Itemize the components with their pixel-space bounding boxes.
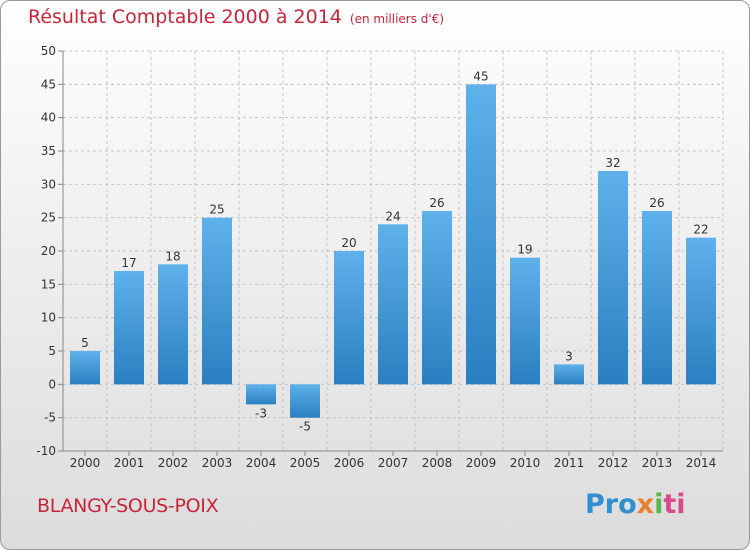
logo-part-x: x — [636, 489, 655, 520]
bar-2000[interactable] — [70, 351, 100, 385]
bar-2010[interactable] — [510, 257, 540, 385]
y-tick-label: 0 — [48, 377, 56, 391]
y-tick-label: 35 — [41, 144, 56, 158]
x-tick-label: 2010 — [510, 456, 541, 470]
data-label: 3 — [565, 349, 573, 363]
x-tick-label: 2001 — [114, 456, 145, 470]
x-tick-label: 2008 — [422, 456, 453, 470]
data-label: 26 — [429, 196, 444, 210]
x-tick-label: 2009 — [466, 456, 497, 470]
x-tick-label: 2014 — [686, 456, 717, 470]
data-label: 26 — [649, 196, 664, 210]
data-label: 32 — [605, 156, 620, 170]
data-label: 17 — [121, 256, 136, 270]
y-tick-label: 25 — [41, 211, 56, 225]
x-tick-label: 2002 — [158, 456, 189, 470]
data-label: -3 — [255, 406, 267, 420]
bar-2009[interactable] — [466, 84, 496, 385]
bar-2005[interactable] — [290, 384, 320, 418]
bar-2013[interactable] — [642, 211, 672, 385]
y-tick-label: 20 — [41, 244, 56, 258]
logo-part-ti: ti — [663, 489, 686, 520]
chart-title: Résultat Comptable 2000 à 2014 — [28, 6, 342, 28]
data-label: 20 — [341, 236, 356, 250]
x-tick-label: 2013 — [642, 456, 673, 470]
data-label: 22 — [693, 223, 708, 237]
y-tick-label: 10 — [41, 311, 56, 325]
x-tick-label: 2005 — [290, 456, 321, 470]
data-label: 24 — [385, 209, 400, 223]
bar-2014[interactable] — [686, 237, 716, 385]
logo-part-pro: Pro — [585, 489, 637, 520]
data-label: -5 — [299, 420, 311, 434]
proxiti-logo[interactable]: Proxiti — [585, 489, 686, 520]
bar-2007[interactable] — [378, 224, 408, 385]
bar-2002[interactable] — [158, 264, 188, 385]
x-tick-label: 2006 — [334, 456, 365, 470]
x-tick-label: 2003 — [202, 456, 233, 470]
y-tick-label: 15 — [41, 277, 56, 291]
chart-title-block: Résultat Comptable 2000 à 2014 (en millie… — [28, 6, 444, 28]
x-tick-label: 2004 — [246, 456, 277, 470]
y-tick-label: 5 — [48, 344, 56, 358]
logo-part-i: i — [654, 489, 664, 520]
y-tick-label: -5 — [44, 411, 56, 425]
bar-2006[interactable] — [334, 251, 364, 385]
data-label: 45 — [473, 69, 488, 83]
y-tick-label: -10 — [36, 444, 56, 458]
y-tick-label: 40 — [41, 111, 56, 125]
data-label: 18 — [165, 249, 180, 263]
x-tick-label: 2000 — [70, 456, 101, 470]
bar-2011[interactable] — [554, 364, 584, 385]
data-label: 5 — [81, 336, 89, 350]
x-tick-label: 2011 — [554, 456, 585, 470]
bar-2012[interactable] — [598, 171, 628, 385]
data-label: 19 — [517, 243, 532, 257]
bar-2008[interactable] — [422, 211, 452, 385]
bar-2001[interactable] — [114, 271, 144, 385]
location-name: BLANGY-SOUS-POIX — [37, 495, 219, 517]
bar-2004[interactable] — [246, 384, 276, 405]
y-tick-label: 50 — [41, 44, 56, 58]
x-tick-label: 2007 — [378, 456, 409, 470]
chart-subtitle: (en milliers d'€) — [349, 12, 445, 26]
x-tick-label: 2012 — [598, 456, 629, 470]
data-label: 25 — [209, 203, 224, 217]
bar-2003[interactable] — [202, 217, 232, 385]
y-tick-label: 30 — [41, 177, 56, 191]
y-tick-label: 45 — [41, 77, 56, 91]
